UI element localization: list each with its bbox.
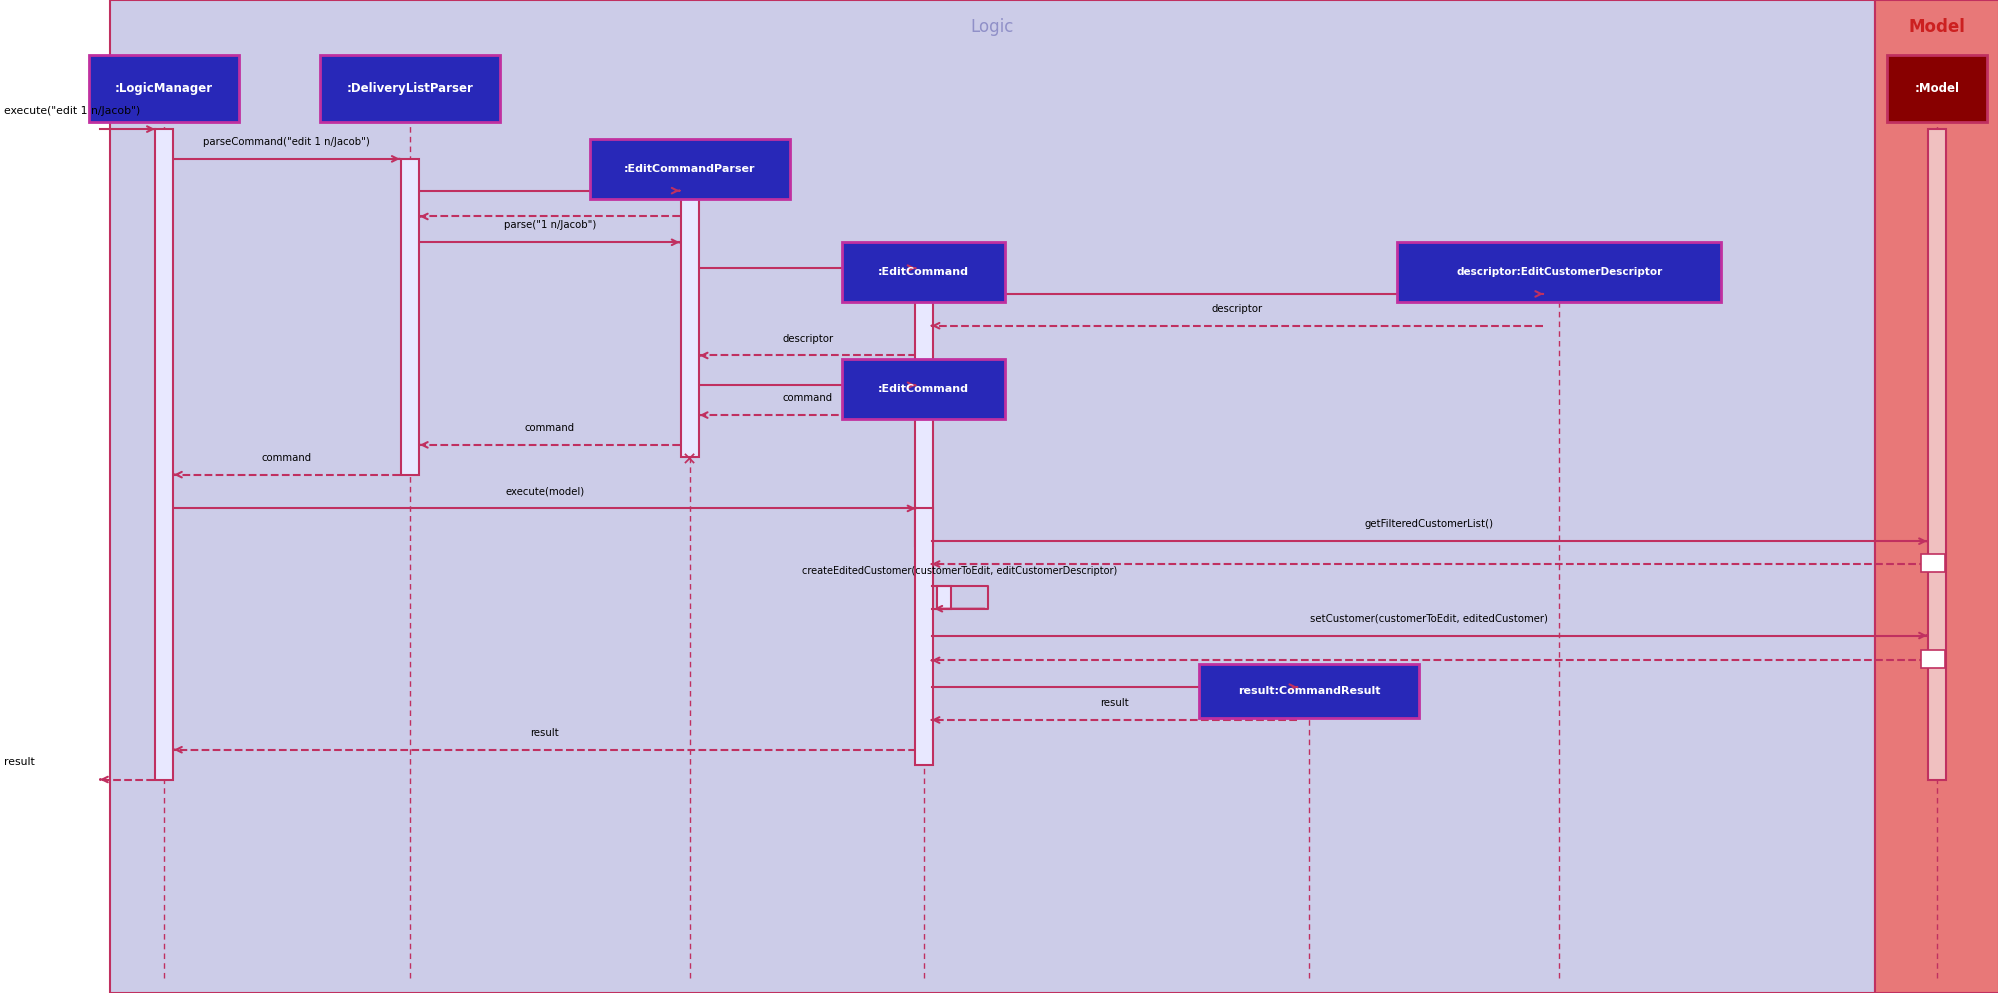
Text: :EditCommandParser: :EditCommandParser [623,164,755,174]
Text: createEditedCustomer(customerToEdit, editCustomerDescriptor): createEditedCustomer(customerToEdit, edi… [801,566,1117,576]
Text: ✕: ✕ [681,452,697,470]
Bar [1886,55,1986,122]
Bar [935,586,951,609]
Text: descriptor:EditCustomerDescriptor: descriptor:EditCustomerDescriptor [1455,267,1662,277]
Bar [915,508,931,765]
Text: command: command [262,453,312,463]
Text: descriptor: descriptor [1211,304,1263,314]
Text: parseCommand("edit 1 n/Jacob"): parseCommand("edit 1 n/Jacob") [204,137,370,147]
Bar [679,191,699,457]
Text: :DeliveryListParser: :DeliveryListParser [346,81,474,95]
Bar [90,55,240,122]
Bar [320,55,500,122]
Text: result: result [4,757,34,767]
Text: setCustomer(customerToEdit, editedCustomer): setCustomer(customerToEdit, editedCustom… [1309,614,1548,624]
Bar [1920,554,1944,572]
Text: Model: Model [1908,18,1964,36]
Text: getFilteredCustomerList(): getFilteredCustomerList() [1365,519,1493,529]
Text: Logic: Logic [971,18,1013,36]
Text: :EditCommand: :EditCommand [877,267,969,277]
Bar [156,129,172,780]
Text: :LogicManager: :LogicManager [114,81,214,95]
Bar [1397,242,1720,302]
Text: :Model: :Model [1914,81,1958,95]
Text: descriptor: descriptor [781,334,833,344]
Text: execute(model): execute(model) [505,487,583,496]
Bar [1926,129,1946,780]
Bar [841,359,1005,419]
Bar [110,0,1874,993]
Bar [1199,664,1419,719]
Bar [841,242,1005,302]
Text: result: result [529,728,559,738]
Text: :EditCommand: :EditCommand [877,384,969,394]
Bar [589,139,789,199]
Bar [1874,0,1998,993]
Bar [400,159,420,475]
Bar [0,0,110,993]
Bar [915,268,931,546]
Text: command: command [523,423,575,433]
Text: result: result [1099,698,1129,708]
Text: execute("edit 1 n/Jacob"): execute("edit 1 n/Jacob") [4,106,140,116]
Bar [1920,650,1944,668]
Text: parse("1 n/Jacob"): parse("1 n/Jacob") [503,220,595,230]
Text: command: command [781,393,833,403]
Text: result:CommandResult: result:CommandResult [1237,686,1381,696]
